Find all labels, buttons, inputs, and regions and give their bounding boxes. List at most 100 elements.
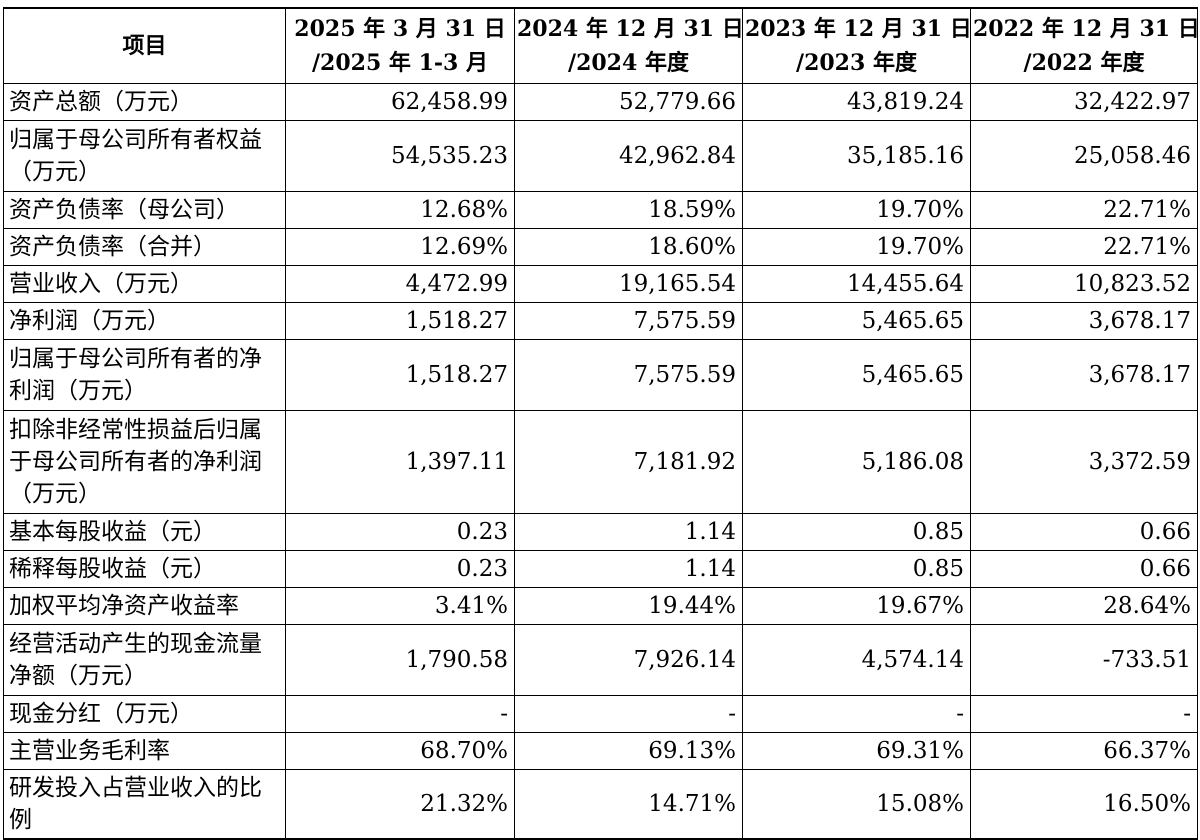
cell-value: 18.60% bbox=[514, 228, 743, 266]
cell-value: 5,186.08 bbox=[742, 410, 971, 514]
table-body: 资产总额（万元） 62,458.99 52,779.66 43,819.24 3… bbox=[3, 83, 1198, 840]
table-row: 资产负债率（合并） 12.69% 18.60% 19.70% 22.71% bbox=[3, 228, 1198, 266]
header-2023-period: /2023 年度 bbox=[796, 50, 917, 76]
cell-value: 4,472.99 bbox=[285, 265, 515, 303]
cell-value: 12.69% bbox=[285, 228, 515, 266]
table-row: 归属于母公司所有者权益（万元） 54,535.23 42,962.84 35,1… bbox=[3, 120, 1198, 192]
cell-value: 43,819.24 bbox=[742, 83, 971, 121]
cell-value: 1,518.27 bbox=[285, 302, 515, 340]
cell-value: - bbox=[514, 695, 743, 733]
table-row: 资产总额（万元） 62,458.99 52,779.66 43,819.24 3… bbox=[3, 83, 1198, 121]
header-2025q1-period: /2025 年 1-3 月 bbox=[312, 50, 488, 76]
table-row: 经营活动产生的现金流量净额（万元） 1,790.58 7,926.14 4,57… bbox=[3, 624, 1198, 696]
table-row: 扣除非经常性损益后归属于母公司所有者的净利润（万元） 1,397.11 7,18… bbox=[3, 410, 1198, 514]
row-label: 经营活动产生的现金流量净额（万元） bbox=[3, 624, 286, 696]
table-row: 资产负债率（母公司） 12.68% 18.59% 19.70% 22.71% bbox=[3, 191, 1198, 229]
cell-value: 0.85 bbox=[742, 550, 971, 588]
header-2025q1-date: 2025 年 3 月 31 日 bbox=[294, 16, 506, 42]
table-row: 净利润（万元） 1,518.27 7,575.59 5,465.65 3,678… bbox=[3, 302, 1198, 340]
cell-value: 14.71% bbox=[514, 769, 743, 840]
row-label: 扣除非经常性损益后归属于母公司所有者的净利润（万元） bbox=[3, 410, 286, 514]
header-2024: 2024 年 12 月 31 日 /2024 年度 bbox=[514, 7, 743, 84]
row-label: 资产负债率（合并） bbox=[3, 228, 286, 266]
cell-value: 0.23 bbox=[285, 513, 515, 551]
cell-value: 0.66 bbox=[970, 513, 1198, 551]
cell-value: - bbox=[285, 695, 515, 733]
cell-value: 52,779.66 bbox=[514, 83, 743, 121]
table-row: 加权平均净资产收益率 3.41% 19.44% 19.67% 28.64% bbox=[3, 587, 1198, 625]
cell-value: 69.13% bbox=[514, 732, 743, 770]
cell-value: - bbox=[970, 695, 1198, 733]
header-2024-date: 2024 年 12 月 31 日 bbox=[517, 16, 743, 42]
cell-value: 18.59% bbox=[514, 191, 743, 229]
cell-value: 22.71% bbox=[970, 191, 1198, 229]
cell-value: 10,823.52 bbox=[970, 265, 1198, 303]
cell-value: 62,458.99 bbox=[285, 83, 515, 121]
cell-value: 32,422.97 bbox=[970, 83, 1198, 121]
table-header: 项目 2025 年 3 月 31 日 /2025 年 1-3 月 2024 年 … bbox=[3, 7, 1198, 84]
cell-value: 0.66 bbox=[970, 550, 1198, 588]
row-label: 资产负债率（母公司） bbox=[3, 191, 286, 229]
cell-value: 22.71% bbox=[970, 228, 1198, 266]
financial-data-table: 项目 2025 年 3 月 31 日 /2025 年 1-3 月 2024 年 … bbox=[3, 7, 1198, 840]
cell-value: 28.64% bbox=[970, 587, 1198, 625]
row-label: 营业收入（万元） bbox=[3, 265, 286, 303]
table-row: 基本每股收益（元） 0.23 1.14 0.85 0.66 bbox=[3, 513, 1198, 551]
cell-value: 3,372.59 bbox=[970, 410, 1198, 514]
row-label: 归属于母公司所有者权益（万元） bbox=[3, 120, 286, 192]
row-label: 归属于母公司所有者的净利润（万元） bbox=[3, 339, 286, 411]
cell-value: 7,575.59 bbox=[514, 339, 743, 411]
cell-value: 66.37% bbox=[970, 732, 1198, 770]
header-2022: 2022 年 12 月 31 日 /2022 年度 bbox=[970, 7, 1198, 84]
row-label: 加权平均净资产收益率 bbox=[3, 587, 286, 625]
row-label: 主营业务毛利率 bbox=[3, 732, 286, 770]
row-label: 现金分红（万元） bbox=[3, 695, 286, 733]
row-label: 研发投入占营业收入的比例 bbox=[3, 769, 286, 840]
cell-value: 1.14 bbox=[514, 513, 743, 551]
header-2023-date: 2023 年 12 月 31 日 bbox=[745, 16, 971, 42]
cell-value: 69.31% bbox=[742, 732, 971, 770]
cell-value: 19.70% bbox=[742, 191, 971, 229]
row-label: 稀释每股收益（元） bbox=[3, 550, 286, 588]
cell-value: 19,165.54 bbox=[514, 265, 743, 303]
cell-value: 5,465.65 bbox=[742, 302, 971, 340]
header-item: 项目 bbox=[3, 7, 286, 84]
cell-value: 19.70% bbox=[742, 228, 971, 266]
header-row: 项目 2025 年 3 月 31 日 /2025 年 1-3 月 2024 年 … bbox=[3, 7, 1198, 84]
cell-value: 7,926.14 bbox=[514, 624, 743, 696]
cell-value: 3,678.17 bbox=[970, 339, 1198, 411]
cell-value: - bbox=[742, 695, 971, 733]
cell-value: 54,535.23 bbox=[285, 120, 515, 192]
cell-value: 35,185.16 bbox=[742, 120, 971, 192]
cell-value: 15.08% bbox=[742, 769, 971, 840]
header-2024-period: /2024 年度 bbox=[568, 50, 689, 76]
cell-value: 42,962.84 bbox=[514, 120, 743, 192]
cell-value: 19.67% bbox=[742, 587, 971, 625]
header-2023: 2023 年 12 月 31 日 /2023 年度 bbox=[742, 7, 971, 84]
table-row: 主营业务毛利率 68.70% 69.13% 69.31% 66.37% bbox=[3, 732, 1198, 770]
cell-value: 16.50% bbox=[970, 769, 1198, 840]
cell-value: 1,518.27 bbox=[285, 339, 515, 411]
cell-value: 3,678.17 bbox=[970, 302, 1198, 340]
cell-value: 1.14 bbox=[514, 550, 743, 588]
row-label: 基本每股收益（元） bbox=[3, 513, 286, 551]
cell-value: 25,058.46 bbox=[970, 120, 1198, 192]
cell-value: -733.51 bbox=[970, 624, 1198, 696]
cell-value: 14,455.64 bbox=[742, 265, 971, 303]
table-row: 营业收入（万元） 4,472.99 19,165.54 14,455.64 10… bbox=[3, 265, 1198, 303]
cell-value: 1,397.11 bbox=[285, 410, 515, 514]
cell-value: 0.23 bbox=[285, 550, 515, 588]
table-row: 稀释每股收益（元） 0.23 1.14 0.85 0.66 bbox=[3, 550, 1198, 588]
cell-value: 12.68% bbox=[285, 191, 515, 229]
table-row: 现金分红（万元） - - - - bbox=[3, 695, 1198, 733]
row-label: 净利润（万元） bbox=[3, 302, 286, 340]
cell-value: 68.70% bbox=[285, 732, 515, 770]
cell-value: 7,181.92 bbox=[514, 410, 743, 514]
row-label: 资产总额（万元） bbox=[3, 83, 286, 121]
header-item-text: 项目 bbox=[122, 33, 167, 59]
table-row: 归属于母公司所有者的净利润（万元） 1,518.27 7,575.59 5,46… bbox=[3, 339, 1198, 411]
cell-value: 3.41% bbox=[285, 587, 515, 625]
header-2022-date: 2022 年 12 月 31 日 bbox=[973, 16, 1198, 42]
header-2025q1: 2025 年 3 月 31 日 /2025 年 1-3 月 bbox=[285, 7, 515, 84]
cell-value: 1,790.58 bbox=[285, 624, 515, 696]
